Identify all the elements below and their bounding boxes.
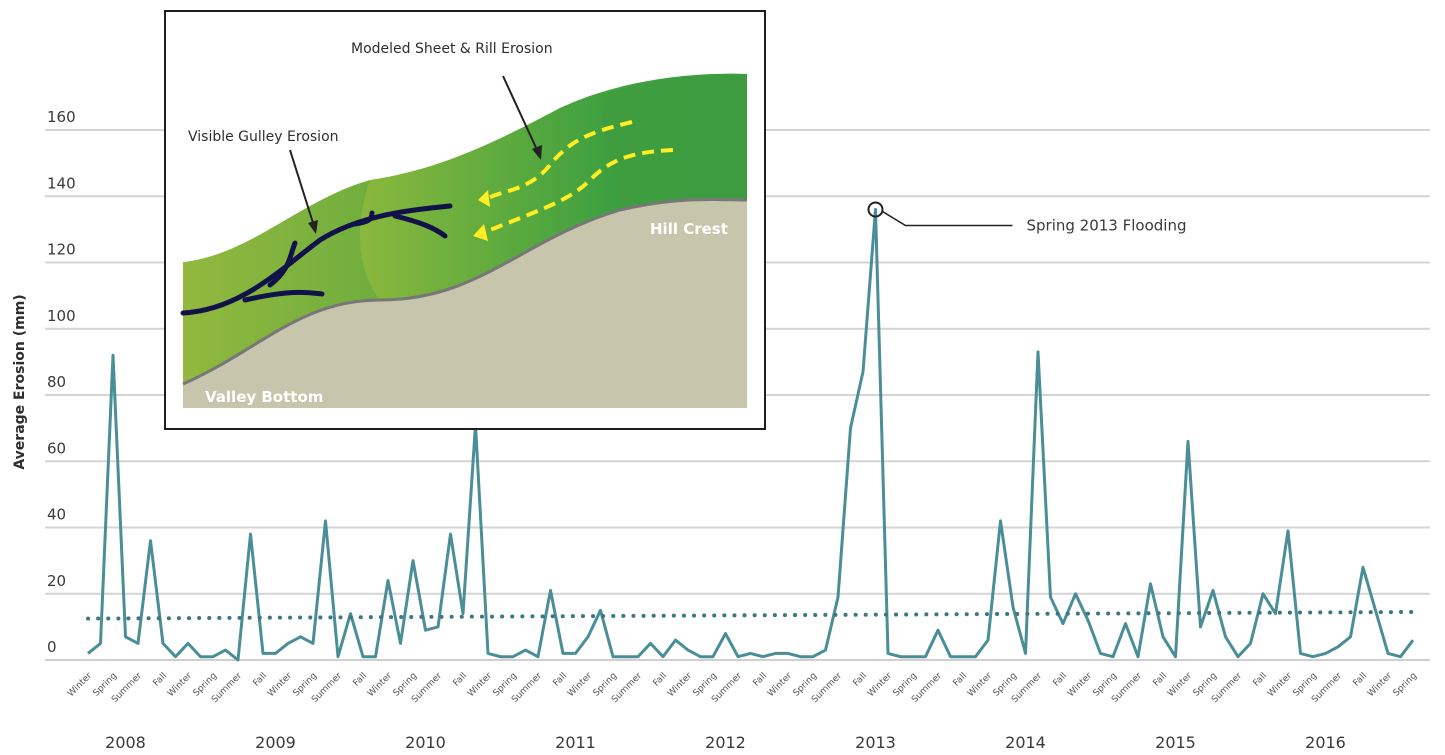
x-tick-label: Winter [666,671,694,699]
runoff-arrow-head [478,190,490,207]
year-label: 2010 [405,733,446,752]
x-tick-label: Fall [1352,671,1370,689]
year-label: 2009 [255,733,296,752]
x-tick-label: Fall [852,671,870,689]
x-tick-label: Fall [552,671,570,689]
sheet-rill-pointer-head [532,145,542,160]
runoff-flow-line [484,148,674,234]
ground-line [182,197,748,386]
y-tick-label: 60 [47,439,66,457]
y-tick-label: 100 [47,307,76,325]
year-label: 2012 [705,733,746,752]
y-tick-label: 140 [47,174,76,192]
y-tick-label: 80 [47,373,66,391]
x-tick-label: Winter [266,671,294,699]
valley-bottom-label: Valley Bottom [205,388,323,406]
x-tick-label: Winter [866,671,894,699]
gulley-pointer [289,149,315,227]
trend-dotted-line [86,609,1415,621]
y-tick-label: 160 [47,108,76,126]
gulley-channel [180,203,453,316]
y-tick-label: 0 [47,638,57,656]
year-label: 2013 [855,733,896,752]
year-label: 2014 [1005,733,1046,752]
gulley-pointer-head [308,220,318,234]
x-tick-label: Fall [752,671,770,689]
vegetation-band-segment [603,73,747,210]
gulley-branch [392,213,448,239]
x-tick-label: Winter [1066,671,1094,699]
annotation-leader-line [882,210,1013,227]
x-tick-label: Fall [1052,671,1070,689]
series-layer [86,208,1415,662]
year-label: 2008 [105,733,146,752]
sheet-rill-label: Modeled Sheet & Rill Erosion [351,41,553,57]
gulley-branch [267,240,298,288]
y-tick-label: 120 [47,241,76,259]
soil-layer [183,199,747,408]
x-tick-label: Winter [366,671,394,699]
x-tick-label: Winter [1166,671,1194,699]
runoff-arrow-head [473,224,488,241]
gulley-label: Visible Gulley Erosion [188,129,339,145]
x-tick-label: Winter [766,671,794,699]
year-label: 2011 [555,733,596,752]
x-tick-label: Winter [66,671,94,699]
x-tick-label: Winter [566,671,594,699]
erosion-series-line [87,208,1415,662]
x-tick-label: Winter [166,671,194,699]
x-tick-label: Fall [1152,671,1170,689]
annotation-text: Spring 2013 Flooding [1027,217,1187,235]
y-axis-title: Average Erosion (mm) [12,294,28,469]
hill-crest-label: Hill Crest [650,220,728,238]
year-label: 2016 [1305,733,1346,752]
y-tick-label: 20 [47,572,66,590]
x-tick-label: Spring [1392,671,1420,699]
gulley-branch [242,289,325,303]
year-label: 2015 [1155,733,1196,752]
flood-annotation: Spring 2013 Flooding [867,201,1187,235]
y-axis-labels: 0 20 40 60 80 100 120 140 160 [47,108,76,656]
x-tick-label: Winter [466,671,494,699]
x-tick-label: Fall [652,671,670,689]
x-tick-label: Fall [1252,671,1270,689]
annotation-marker [867,201,884,218]
x-tick-label: Fall [252,671,270,689]
gulley-branch [352,210,375,227]
x-tick-label: Fall [452,671,470,689]
y-tick-label: 40 [47,506,66,524]
x-tick-label: Winter [1266,671,1294,699]
sheet-rill-pointer [502,75,539,153]
x-tick-label: Fall [952,671,970,689]
x-tick-label: Winter [966,671,994,699]
x-axis-year-labels: 2008 2009 2010 2011 2012 2013 2014 2015 2016 [105,733,1346,752]
x-tick-label: Winter [1366,671,1394,699]
x-tick-label: Fall [152,671,170,689]
hillslope-inset: Modeled Sheet & Rill Erosion Visible Gul… [164,10,766,430]
x-tick-label: Fall [352,671,370,689]
